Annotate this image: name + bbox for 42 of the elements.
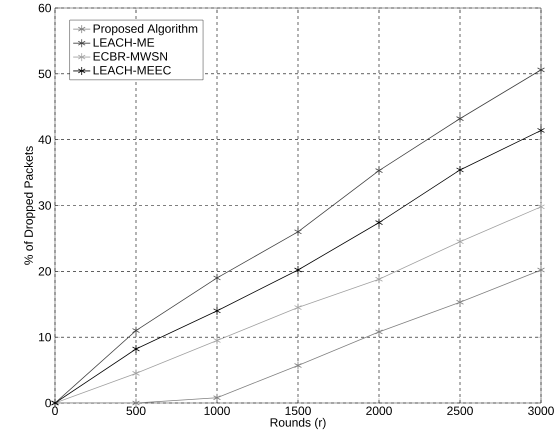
point — [132, 326, 140, 335]
y-tick-label: 10 — [39, 332, 51, 342]
point — [213, 336, 221, 345]
legend-label: LEACH-MEEC — [94, 66, 171, 74]
point — [375, 166, 383, 176]
point — [456, 237, 464, 246]
x-axis-title: Rounds (r) — [270, 418, 326, 430]
y-tick-label: 30 — [38, 201, 51, 210]
point — [375, 274, 383, 284]
point — [132, 344, 140, 354]
point — [537, 266, 545, 274]
point — [213, 274, 221, 282]
x-tick-label: 500 — [126, 406, 146, 416]
x-tick-label: 0 — [52, 406, 58, 416]
y-tick-label: 0 — [45, 398, 52, 408]
legend-label: Proposed Algorithm — [94, 24, 198, 36]
point — [456, 114, 464, 123]
legend-label: ECBR-MWSN — [94, 52, 167, 61]
point — [213, 306, 221, 316]
point — [375, 218, 383, 228]
point — [213, 393, 221, 402]
y-tick-label: 60 — [38, 4, 51, 12]
point — [375, 328, 383, 336]
point — [294, 303, 302, 312]
point — [537, 202, 545, 212]
x-tick-label: 1500 — [286, 406, 311, 416]
x-tick-label: 3000 — [528, 406, 554, 416]
point — [294, 361, 302, 370]
point — [456, 166, 464, 174]
y-tick-label: 50 — [38, 70, 51, 78]
x-tick-label: 1000 — [204, 406, 230, 416]
y-axis-title: % of Dropped Packets — [24, 146, 36, 265]
y-tick-label: 20 — [38, 267, 51, 276]
y-tick-label: 40 — [38, 135, 51, 144]
x-tick-label: 2000 — [366, 406, 392, 416]
legend-label: LEACH-ME — [94, 38, 154, 47]
point — [537, 126, 545, 135]
point — [456, 298, 464, 307]
x-tick-label: 2500 — [447, 406, 473, 416]
point — [294, 227, 302, 236]
point — [294, 266, 302, 274]
point — [132, 368, 140, 378]
